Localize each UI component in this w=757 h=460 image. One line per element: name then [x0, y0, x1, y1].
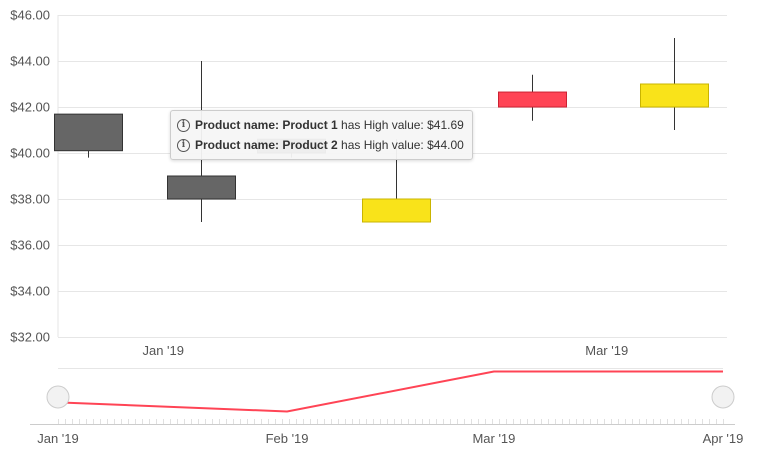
candle-body[interactable] [498, 91, 567, 108]
tooltip-value: $44.00 [427, 138, 464, 152]
tooltip-label: Product name: [195, 118, 280, 132]
tooltip-value: $41.69 [427, 118, 464, 132]
navigator-series-line [57, 370, 723, 413]
candle-body[interactable] [362, 198, 431, 223]
y-tick-label: $32.00 [10, 330, 50, 345]
y-tick-label: $46.00 [10, 8, 50, 23]
tooltip-row-2: i Product name: Product 2 has High value… [177, 135, 464, 155]
tooltip-row-1: i Product name: Product 1 has High value… [177, 115, 464, 135]
x-axis-labels: Jan '19 Mar '19 [142, 343, 628, 358]
x-tick-label: Jan '19 [142, 343, 184, 358]
tooltip: i Product name: Product 1 has High value… [170, 110, 473, 160]
y-tick-label: $44.00 [10, 54, 50, 69]
navigator-right-handle[interactable] [711, 385, 735, 409]
y-tick-label: $40.00 [10, 146, 50, 161]
candle-body[interactable] [167, 175, 236, 200]
tooltip-suffix: has High value: [341, 118, 424, 132]
navigator-background [58, 368, 723, 424]
navigator-tick-label: Apr '19 [703, 431, 744, 446]
navigator-left-handle[interactable] [46, 385, 70, 409]
candle-body[interactable] [640, 83, 709, 108]
navigator-tick-label: Feb '19 [266, 431, 309, 446]
y-tick-label: $36.00 [10, 238, 50, 253]
tooltip-series-name: Product 1 [282, 118, 338, 132]
info-icon: i [177, 118, 190, 132]
navigator-tick-label: Jan '19 [37, 431, 79, 446]
x-tick-label: Mar '19 [585, 343, 628, 358]
y-axis-labels: $32.00 $34.00 $36.00 $38.00 $40.00 $42.00 $44.… [10, 8, 50, 345]
tooltip-suffix: has High value: [341, 138, 424, 152]
tooltip-series-name: Product 2 [282, 138, 338, 152]
grid-lines [57, 15, 727, 338]
navigator[interactable]: Jan '19 Feb '19 Mar '19 Apr '19 [30, 368, 743, 446]
tooltip-label: Product name: [195, 138, 280, 152]
y-tick-label: $42.00 [10, 100, 50, 115]
y-tick-label: $38.00 [10, 192, 50, 207]
y-tick-label: $34.00 [10, 284, 50, 299]
info-icon: i [177, 138, 190, 152]
candle-body[interactable] [54, 113, 123, 152]
navigator-tick-label: Mar '19 [472, 431, 515, 446]
